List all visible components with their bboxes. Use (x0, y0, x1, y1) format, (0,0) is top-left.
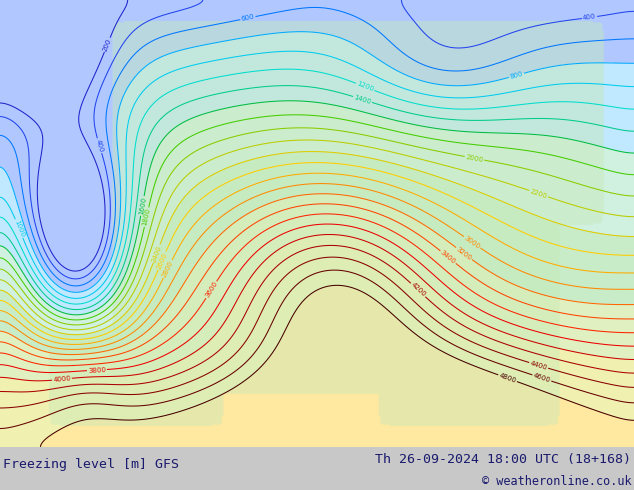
Text: 2200: 2200 (529, 188, 548, 199)
Text: 3600: 3600 (204, 281, 219, 299)
Text: 4800: 4800 (498, 372, 517, 384)
Text: 1200: 1200 (356, 81, 375, 93)
Text: 800: 800 (509, 71, 524, 80)
Text: 2800: 2800 (161, 260, 174, 278)
Text: 600: 600 (241, 14, 255, 23)
Text: 4000: 4000 (53, 375, 71, 383)
Text: 400: 400 (583, 14, 597, 22)
Text: 2600: 2600 (156, 251, 169, 270)
Text: 1000: 1000 (13, 219, 25, 238)
Text: 4400: 4400 (529, 360, 548, 371)
Text: 2000: 2000 (465, 154, 484, 163)
Text: © weatheronline.co.uk: © weatheronline.co.uk (482, 475, 631, 488)
Text: 3200: 3200 (455, 246, 473, 261)
Text: 3000: 3000 (463, 235, 481, 250)
Text: 1800: 1800 (141, 208, 152, 226)
Text: Th 26-09-2024 18:00 UTC (18+168): Th 26-09-2024 18:00 UTC (18+168) (375, 453, 631, 466)
Text: 1400: 1400 (353, 94, 372, 105)
Text: 2400: 2400 (151, 244, 162, 263)
Text: 200: 200 (102, 38, 113, 52)
Text: 400: 400 (94, 139, 104, 153)
Text: 3400: 3400 (439, 249, 457, 265)
Text: 4600: 4600 (533, 372, 552, 384)
Text: 4200: 4200 (410, 282, 427, 298)
Text: 1600: 1600 (138, 196, 147, 215)
Text: 3800: 3800 (87, 367, 106, 373)
Text: Freezing level [m] GFS: Freezing level [m] GFS (3, 458, 179, 470)
